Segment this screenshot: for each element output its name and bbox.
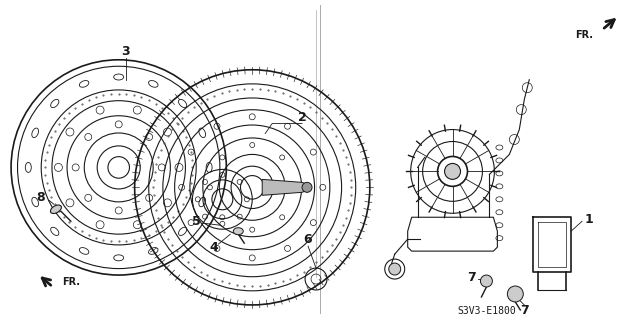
Text: S3V3-E1800: S3V3-E1800	[457, 306, 516, 316]
Circle shape	[481, 275, 492, 287]
Text: 8: 8	[36, 191, 45, 204]
Text: 6: 6	[304, 233, 312, 246]
Text: 7: 7	[467, 271, 476, 284]
Text: 3: 3	[122, 45, 130, 58]
Circle shape	[388, 263, 401, 275]
Circle shape	[445, 163, 461, 179]
Text: 7: 7	[520, 304, 529, 317]
Text: 2: 2	[298, 111, 307, 124]
Polygon shape	[262, 179, 307, 195]
Text: FR.: FR.	[62, 277, 80, 287]
Text: 1: 1	[585, 213, 593, 226]
Text: 4: 4	[209, 241, 218, 254]
Circle shape	[302, 182, 312, 192]
Ellipse shape	[51, 205, 61, 213]
Circle shape	[508, 286, 524, 302]
Text: 5: 5	[192, 215, 201, 228]
Ellipse shape	[234, 228, 243, 235]
Text: FR.: FR.	[575, 30, 593, 40]
